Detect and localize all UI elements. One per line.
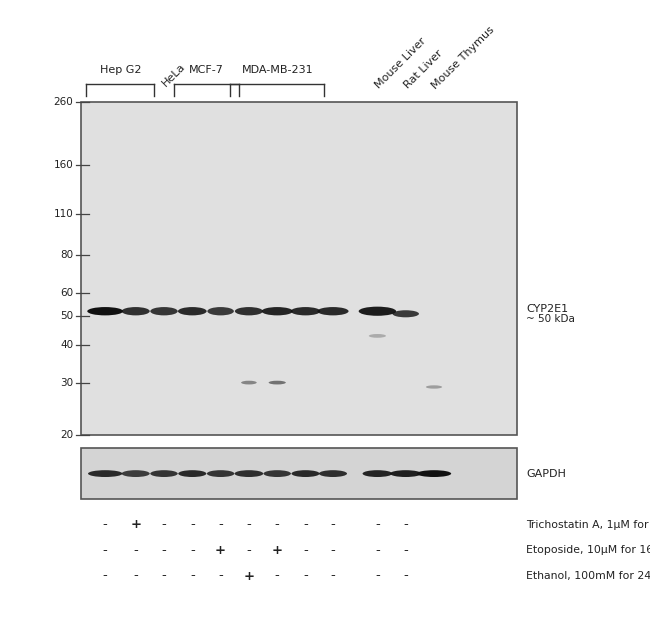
Bar <box>81 448 517 499</box>
Text: -: - <box>133 544 138 557</box>
Ellipse shape <box>150 307 177 316</box>
Ellipse shape <box>207 470 235 477</box>
Text: Ethanol, 100mM for 24hr: Ethanol, 100mM for 24hr <box>526 571 650 581</box>
Text: -: - <box>162 544 166 557</box>
Text: 40: 40 <box>60 340 73 350</box>
Text: Hep G2: Hep G2 <box>99 65 141 75</box>
Text: -: - <box>103 544 108 557</box>
Text: -: - <box>303 570 308 582</box>
Text: -: - <box>375 544 380 557</box>
Text: +: + <box>272 544 283 557</box>
Ellipse shape <box>393 310 419 317</box>
Text: CYP2E1: CYP2E1 <box>526 304 569 314</box>
Text: -: - <box>246 544 252 557</box>
Ellipse shape <box>122 470 150 477</box>
Text: 20: 20 <box>60 430 73 440</box>
Ellipse shape <box>235 307 263 316</box>
Text: -: - <box>246 518 252 531</box>
Text: -: - <box>303 518 308 531</box>
Text: +: + <box>243 570 254 582</box>
Ellipse shape <box>317 307 348 316</box>
Text: -: - <box>218 518 223 531</box>
Ellipse shape <box>319 470 347 477</box>
Text: -: - <box>218 570 223 582</box>
Text: +: + <box>215 544 226 557</box>
Text: -: - <box>162 570 166 582</box>
Text: -: - <box>275 570 280 582</box>
Ellipse shape <box>426 385 442 388</box>
Ellipse shape <box>291 470 320 477</box>
Ellipse shape <box>363 470 392 477</box>
Text: 60: 60 <box>60 287 73 298</box>
Text: 110: 110 <box>54 209 73 219</box>
Bar <box>81 102 517 435</box>
Text: -: - <box>190 570 195 582</box>
Text: -: - <box>190 518 195 531</box>
Text: Trichostatin A, 1μM for 24hr: Trichostatin A, 1μM for 24hr <box>526 520 650 530</box>
Text: MDA-MB-231: MDA-MB-231 <box>241 65 313 75</box>
Text: MCF-7: MCF-7 <box>189 65 224 75</box>
Ellipse shape <box>88 470 122 477</box>
Text: 30: 30 <box>60 378 73 388</box>
Text: Rat Liver: Rat Liver <box>402 49 444 91</box>
Ellipse shape <box>359 307 396 316</box>
Ellipse shape <box>122 307 150 316</box>
Text: 80: 80 <box>60 250 73 260</box>
Text: 160: 160 <box>54 161 73 170</box>
Text: 260: 260 <box>54 97 73 108</box>
Text: -: - <box>190 544 195 557</box>
Text: Mouse Liver: Mouse Liver <box>374 36 428 91</box>
Text: -: - <box>331 570 335 582</box>
Text: -: - <box>403 544 408 557</box>
Text: 50: 50 <box>60 311 73 321</box>
Text: +: + <box>130 518 141 531</box>
Text: Etoposide, 10μM for 16hr: Etoposide, 10μM for 16hr <box>526 545 650 556</box>
Text: Mouse Thymus: Mouse Thymus <box>430 24 497 91</box>
Text: -: - <box>331 518 335 531</box>
Ellipse shape <box>390 470 421 477</box>
Ellipse shape <box>417 470 451 477</box>
Ellipse shape <box>178 470 206 477</box>
Text: -: - <box>103 570 108 582</box>
Text: -: - <box>275 518 280 531</box>
Text: -: - <box>133 570 138 582</box>
Ellipse shape <box>178 307 207 316</box>
Ellipse shape <box>263 470 291 477</box>
Text: -: - <box>403 518 408 531</box>
Ellipse shape <box>268 381 286 385</box>
Ellipse shape <box>241 381 257 385</box>
Text: -: - <box>331 544 335 557</box>
Ellipse shape <box>369 334 386 338</box>
Ellipse shape <box>150 470 177 477</box>
Text: GAPDH: GAPDH <box>526 468 566 479</box>
Text: -: - <box>375 570 380 582</box>
Ellipse shape <box>207 307 234 316</box>
Ellipse shape <box>87 307 123 316</box>
Ellipse shape <box>291 307 320 316</box>
Text: -: - <box>403 570 408 582</box>
Text: -: - <box>162 518 166 531</box>
Text: ~ 50 kDa: ~ 50 kDa <box>526 314 575 324</box>
Ellipse shape <box>261 307 293 316</box>
Text: -: - <box>103 518 108 531</box>
Ellipse shape <box>235 470 263 477</box>
Text: -: - <box>303 544 308 557</box>
Text: -: - <box>375 518 380 531</box>
Text: HeLa: HeLa <box>160 61 187 88</box>
